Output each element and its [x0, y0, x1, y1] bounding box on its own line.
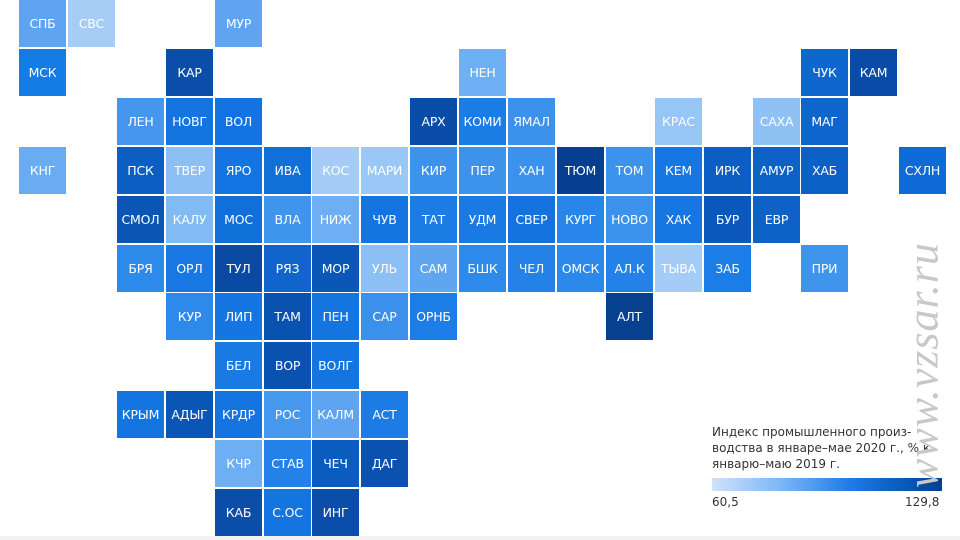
region-tile[interactable]: ОРНБ: [410, 293, 457, 340]
watermark: www.vzsar.ru: [898, 242, 948, 488]
region-tile[interactable]: ЧЕЧ: [312, 440, 359, 487]
region-tile[interactable]: МОС: [215, 196, 262, 243]
region-tile[interactable]: ДАГ: [361, 440, 408, 487]
legend-title: Индекс промышленного произ-водства в янв…: [712, 425, 931, 471]
region-tile[interactable]: КАМ: [850, 49, 897, 96]
region-tile[interactable]: ОМСК: [557, 245, 604, 292]
region-tile[interactable]: КАБ: [215, 489, 262, 536]
region-tile[interactable]: ТЮМ: [557, 147, 604, 194]
region-tile[interactable]: САМ: [410, 245, 457, 292]
region-tile[interactable]: НЕН: [459, 49, 506, 96]
region-tile[interactable]: ЧУВ: [361, 196, 408, 243]
region-tile[interactable]: СХЛН: [899, 147, 946, 194]
region-tile[interactable]: СМОЛ: [117, 196, 164, 243]
region-tile[interactable]: ТУЛ: [215, 245, 262, 292]
region-tile[interactable]: ВОЛ: [215, 98, 262, 145]
region-tile[interactable]: ТАМ: [264, 293, 311, 340]
region-tile[interactable]: ВОР: [264, 342, 311, 389]
region-tile[interactable]: ЧУК: [801, 49, 848, 96]
region-tile[interactable]: СПБ: [19, 0, 66, 47]
region-tile[interactable]: ПЕН: [312, 293, 359, 340]
region-tile[interactable]: НИЖ: [312, 196, 359, 243]
region-tile[interactable]: КЧР: [215, 440, 262, 487]
region-tile[interactable]: БШК: [459, 245, 506, 292]
region-tile[interactable]: ТВЕР: [166, 147, 213, 194]
region-tile[interactable]: ЯРО: [215, 147, 262, 194]
region-tile[interactable]: ОРЛ: [166, 245, 213, 292]
region-tile[interactable]: АРХ: [410, 98, 457, 145]
region-tile[interactable]: АСТ: [361, 391, 408, 438]
region-tile[interactable]: ВЛА: [264, 196, 311, 243]
bottom-strip: [0, 536, 960, 540]
region-tile[interactable]: ЯМАЛ: [508, 98, 555, 145]
legend-color-scale: [712, 478, 942, 491]
region-tile[interactable]: КИР: [410, 147, 457, 194]
region-tile[interactable]: ЕВР: [753, 196, 800, 243]
region-tile[interactable]: КУРГ: [557, 196, 604, 243]
region-tile[interactable]: СВЕР: [508, 196, 555, 243]
region-tile[interactable]: ИРК: [704, 147, 751, 194]
region-tile[interactable]: РЯЗ: [264, 245, 311, 292]
region-tile[interactable]: КЕМ: [655, 147, 702, 194]
region-tile[interactable]: ПЕР: [459, 147, 506, 194]
region-tile[interactable]: МСК: [19, 49, 66, 96]
region-tile[interactable]: ТОМ: [606, 147, 653, 194]
region-tile[interactable]: УЛЬ: [361, 245, 408, 292]
region-tile[interactable]: САХА: [753, 98, 800, 145]
region-tile[interactable]: МАРИ: [361, 147, 408, 194]
region-tile[interactable]: КРАС: [655, 98, 702, 145]
region-tile[interactable]: БРЯ: [117, 245, 164, 292]
region-tile[interactable]: АМУР: [753, 147, 800, 194]
region-tile[interactable]: КУР: [166, 293, 213, 340]
region-tile[interactable]: МОР: [312, 245, 359, 292]
region-tile[interactable]: БУР: [704, 196, 751, 243]
region-tile[interactable]: ТЫВА: [655, 245, 702, 292]
region-tile[interactable]: КАР: [166, 49, 213, 96]
region-tile[interactable]: ЛЕН: [117, 98, 164, 145]
region-tile[interactable]: НОВО: [606, 196, 653, 243]
region-tile[interactable]: АЛТ: [606, 293, 653, 340]
region-tile[interactable]: ЗАБ: [704, 245, 751, 292]
region-tile[interactable]: СВС: [68, 0, 115, 47]
region-tile[interactable]: ИВА: [264, 147, 311, 194]
region-tile[interactable]: ВОЛГ: [312, 342, 359, 389]
region-tile[interactable]: ХАБ: [801, 147, 848, 194]
region-tile[interactable]: ТАТ: [410, 196, 457, 243]
region-tile[interactable]: АДЫГ: [166, 391, 213, 438]
region-tile[interactable]: ИНГ: [312, 489, 359, 536]
region-tile[interactable]: УДМ: [459, 196, 506, 243]
region-tile[interactable]: ПСК: [117, 147, 164, 194]
legend-min-label: 60,5: [712, 495, 739, 509]
region-tile[interactable]: С.ОС: [264, 489, 311, 536]
region-tile[interactable]: БЕЛ: [215, 342, 262, 389]
region-tile[interactable]: КАЛУ: [166, 196, 213, 243]
region-tile[interactable]: РОС: [264, 391, 311, 438]
region-tile[interactable]: ХАК: [655, 196, 702, 243]
region-tile[interactable]: АЛ.К: [606, 245, 653, 292]
region-tile[interactable]: ЧЕЛ: [508, 245, 555, 292]
legend-max-label: 129,8: [905, 495, 940, 509]
region-tile[interactable]: САР: [361, 293, 408, 340]
region-tile[interactable]: СТАВ: [264, 440, 311, 487]
region-tile[interactable]: НОВГ: [166, 98, 213, 145]
region-tile[interactable]: КАЛМ: [312, 391, 359, 438]
region-tile[interactable]: КОМИ: [459, 98, 506, 145]
region-tile[interactable]: МУР: [215, 0, 262, 47]
region-tile[interactable]: КНГ: [19, 147, 66, 194]
region-tile[interactable]: МАГ: [801, 98, 848, 145]
region-tile[interactable]: ХАН: [508, 147, 555, 194]
region-tile[interactable]: КРЫМ: [117, 391, 164, 438]
region-tile[interactable]: ПРИ: [801, 245, 848, 292]
region-tile[interactable]: КОС: [312, 147, 359, 194]
region-tile[interactable]: ЛИП: [215, 293, 262, 340]
region-tile[interactable]: КРДР: [215, 391, 262, 438]
